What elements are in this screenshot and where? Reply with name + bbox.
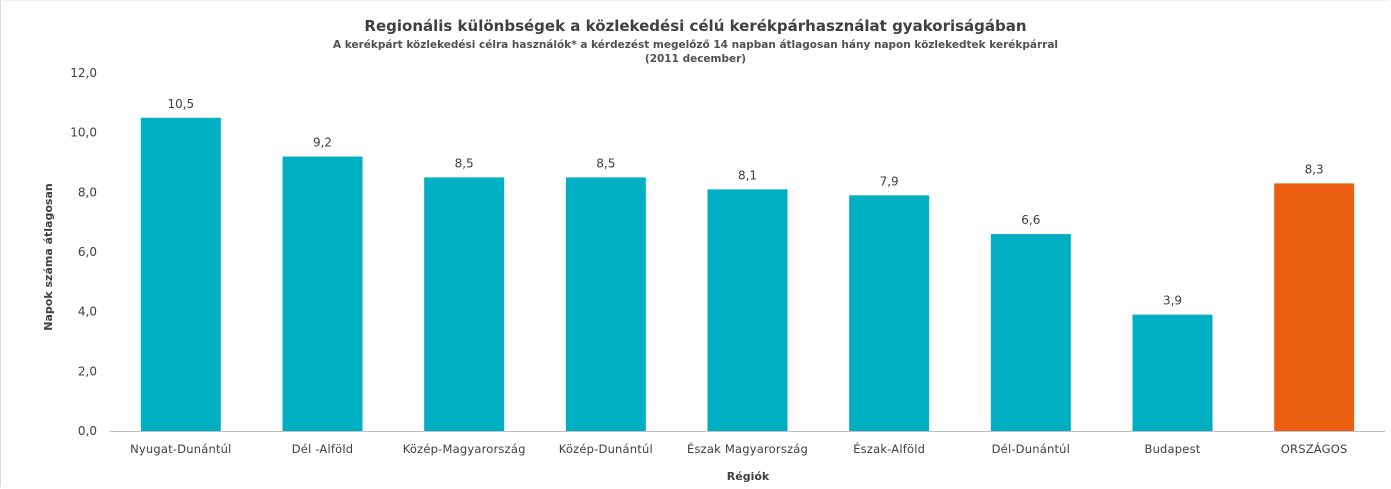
chart-subtitle-date: (2011 december) xyxy=(644,53,747,65)
y-tick-label: 0,0 xyxy=(78,424,97,438)
data-label: 8,1 xyxy=(738,168,757,182)
data-label: 8,5 xyxy=(455,156,474,170)
data-label: 3,9 xyxy=(1163,294,1182,308)
chart-subtitle: A kerékpárt közlekedési célra használók*… xyxy=(333,39,1058,51)
bar xyxy=(282,156,363,432)
bar xyxy=(849,195,930,431)
x-tick-label: Észak-Alföld xyxy=(853,441,925,456)
data-label: 6,6 xyxy=(1021,213,1040,227)
y-tick-label: 10,0 xyxy=(70,126,97,140)
x-axis-label: Régiók xyxy=(727,470,770,483)
y-tick-label: 8,0 xyxy=(78,185,97,199)
y-tick-label: 2,0 xyxy=(78,364,97,378)
bars: 10,5 9,2 8,5 8,5 8,1 7,9 6,6 3,9 8,3 xyxy=(140,97,1355,432)
bar xyxy=(424,177,505,431)
x-tick-label: Dél-Dunántúl xyxy=(992,442,1070,456)
bar xyxy=(707,189,788,431)
bar xyxy=(140,117,221,431)
x-tick-label: Közép-Dunántúl xyxy=(559,442,653,456)
chart-title: Regionális különbségek a közlekedési cél… xyxy=(364,17,1027,35)
bar xyxy=(565,177,646,431)
x-tick-label: Észak Magyarország xyxy=(687,441,808,456)
x-tick-label: Nyugat-Dunántúl xyxy=(130,442,231,456)
bar xyxy=(1132,314,1213,431)
x-tick-label: Közép-Magyarország xyxy=(403,442,526,456)
x-tick-label: ORSZÁGOS xyxy=(1281,441,1348,456)
bar xyxy=(990,234,1071,431)
x-tick-label: Budapest xyxy=(1144,442,1200,456)
data-label: 8,3 xyxy=(1305,162,1324,176)
y-tick-label: 6,0 xyxy=(78,245,97,259)
y-tick-label: 12,0 xyxy=(70,66,97,80)
data-label: 8,5 xyxy=(596,156,615,170)
y-axis-label: Napok száma átlagosan xyxy=(42,183,55,330)
data-label: 10,5 xyxy=(167,97,194,111)
x-axis: Nyugat-Dunántúl Dél -Alföld Közép-Magyaror… xyxy=(110,431,1385,456)
y-tick-label: 4,0 xyxy=(78,305,97,319)
data-label: 7,9 xyxy=(880,174,899,188)
data-label: 9,2 xyxy=(313,136,332,150)
x-tick-label: Dél -Alföld xyxy=(292,442,354,456)
y-axis: 0,0 2,0 4,0 6,0 8,0 10,0 12,0 xyxy=(70,66,97,438)
bar xyxy=(1274,183,1355,431)
